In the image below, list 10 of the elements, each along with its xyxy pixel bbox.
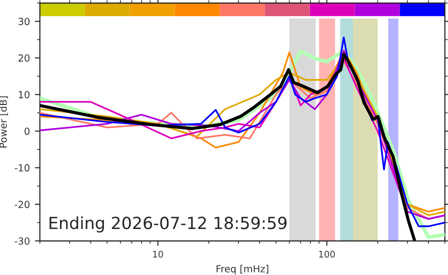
y-tick-label: -20	[14, 200, 30, 208]
y-tick-label: -30	[14, 237, 30, 245]
y-tick-label: 20	[18, 54, 30, 62]
x-tick-label: 100	[319, 250, 335, 258]
annotation: Ending 2026-07-12 18:59:59	[50, 216, 287, 232]
y-tick-label: -10	[14, 164, 30, 172]
y-tick-label: 0	[24, 128, 30, 135]
y-tick-label: 10	[18, 90, 30, 98]
y-tick-label: 30	[18, 18, 30, 26]
x-axis-title: Freq [mHz]	[216, 264, 268, 274]
